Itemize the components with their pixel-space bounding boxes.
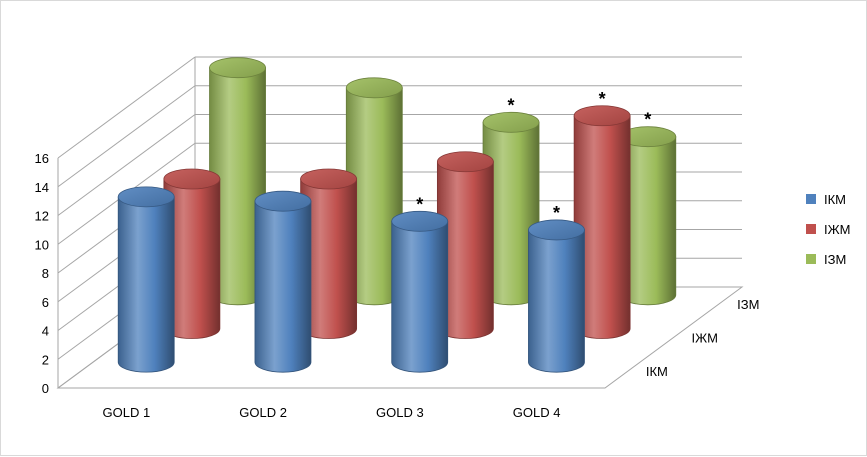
bar-body: [528, 229, 585, 373]
legend-swatch: [806, 194, 816, 204]
y-tick-label: 6: [42, 295, 49, 310]
bars: * * * * *: [117, 57, 677, 373]
bar-body: [391, 220, 449, 373]
significance-marker: *: [553, 203, 560, 223]
bar-body: [117, 196, 175, 373]
y-tick-label: 4: [42, 324, 49, 339]
legend-swatch: [806, 224, 816, 234]
legend-label: ІЖМ: [824, 222, 850, 237]
significance-marker: *: [644, 110, 651, 130]
x-category-label: GOLD 4: [513, 405, 561, 420]
bar-top: [573, 105, 631, 127]
legend-label: ІКМ: [824, 192, 846, 207]
depth-axis-label: ІКМ: [646, 364, 668, 379]
x-category-label: GOLD 1: [103, 405, 151, 420]
bar-2-1: [345, 77, 403, 306]
bar-top: [391, 210, 449, 232]
x-axis-categories: GOLD 1 GOLD 2 GOLD 3 GOLD 4: [103, 405, 561, 420]
bar-top: [436, 151, 494, 173]
bar-top: [482, 111, 540, 133]
legend: ІКМ ІЖМ ІЗМ: [806, 192, 850, 267]
bar-0-3: *: [528, 203, 585, 373]
bar-1-1: [300, 168, 358, 339]
y-axis-ticks: 0 2 4 6 8 10 12 14 16: [35, 151, 49, 396]
bar-top: [254, 190, 312, 212]
bar-2-2: *: [482, 95, 540, 306]
bar-1-2: [436, 151, 494, 339]
depth-axis-label: ІЗМ: [737, 297, 759, 312]
legend-label: ІЗМ: [824, 252, 846, 267]
bar-top: [528, 219, 585, 241]
bar-body: [254, 200, 312, 373]
bar-1-0: [163, 168, 221, 339]
significance-marker: *: [508, 95, 515, 115]
significance-marker: *: [416, 194, 423, 214]
significance-marker: *: [599, 89, 606, 109]
bar-top: [300, 168, 358, 190]
bar-0-1: [254, 190, 312, 373]
bar-top: [345, 77, 403, 99]
depth-axis-labels: ІКМ ІЖМ ІЗМ: [646, 297, 760, 379]
depth-axis-label: ІЖМ: [692, 331, 718, 346]
y-tick-label: 14: [35, 180, 49, 195]
y-tick-label: 0: [42, 381, 49, 396]
y-tick-label: 16: [35, 151, 49, 166]
bar-top: [117, 186, 175, 208]
y-tick-label: 2: [42, 352, 49, 367]
y-tick-label: 12: [35, 209, 49, 224]
x-category-label: GOLD 2: [239, 405, 287, 420]
bar-top: [163, 168, 221, 190]
bar-top: [209, 57, 266, 79]
bar-0-0: [117, 186, 175, 373]
y-tick-label: 8: [42, 266, 49, 281]
legend-swatch: [806, 254, 816, 264]
bar-2-3: *: [619, 110, 677, 306]
x-category-label: GOLD 3: [376, 405, 424, 420]
bar-1-3: *: [573, 89, 631, 339]
y-tick-label: 10: [35, 237, 49, 252]
bar-0-2: *: [391, 194, 449, 373]
